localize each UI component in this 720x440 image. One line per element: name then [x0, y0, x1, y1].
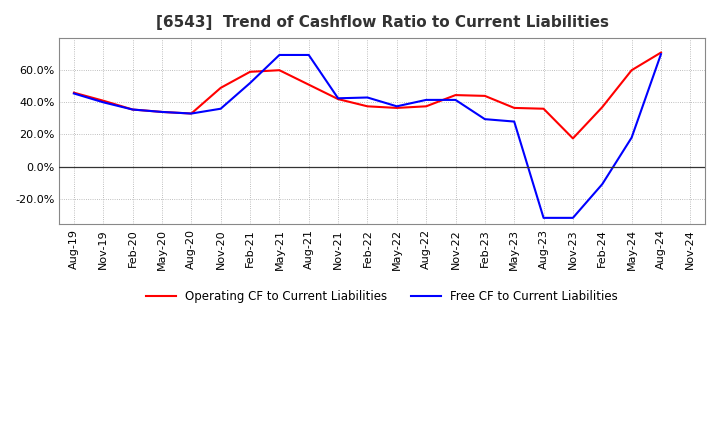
Free CF to Current Liabilities [569, 215, 577, 220]
Free CF to Current Liabilities [158, 109, 166, 114]
Free CF to Current Liabilities [70, 91, 78, 96]
Free CF to Current Liabilities [187, 111, 196, 116]
Operating CF to Current Liabilities [128, 107, 137, 112]
Free CF to Current Liabilities [334, 95, 343, 101]
Operating CF to Current Liabilities [539, 106, 548, 111]
Free CF to Current Liabilities [128, 107, 137, 112]
Free CF to Current Liabilities [627, 135, 636, 140]
Free CF to Current Liabilities [422, 97, 431, 103]
Operating CF to Current Liabilities [392, 105, 401, 110]
Operating CF to Current Liabilities [627, 68, 636, 73]
Free CF to Current Liabilities [246, 81, 254, 86]
Free CF to Current Liabilities [510, 119, 518, 124]
Operating CF to Current Liabilities [480, 93, 489, 99]
Operating CF to Current Liabilities [305, 82, 313, 87]
Free CF to Current Liabilities [657, 51, 665, 57]
Free CF to Current Liabilities [451, 97, 460, 103]
Operating CF to Current Liabilities [216, 85, 225, 91]
Operating CF to Current Liabilities [275, 68, 284, 73]
Operating CF to Current Liabilities [451, 92, 460, 98]
Free CF to Current Liabilities [539, 215, 548, 220]
Operating CF to Current Liabilities [598, 104, 606, 110]
Operating CF to Current Liabilities [422, 104, 431, 109]
Operating CF to Current Liabilities [569, 136, 577, 141]
Free CF to Current Liabilities [363, 95, 372, 100]
Operating CF to Current Liabilities [334, 96, 343, 102]
Free CF to Current Liabilities [392, 104, 401, 109]
Line: Operating CF to Current Liabilities: Operating CF to Current Liabilities [74, 52, 661, 139]
Free CF to Current Liabilities [480, 117, 489, 122]
Operating CF to Current Liabilities [187, 111, 196, 116]
Operating CF to Current Liabilities [510, 105, 518, 110]
Operating CF to Current Liabilities [657, 50, 665, 55]
Free CF to Current Liabilities [99, 100, 107, 105]
Free CF to Current Liabilities [275, 52, 284, 58]
Operating CF to Current Liabilities [158, 109, 166, 114]
Operating CF to Current Liabilities [246, 69, 254, 74]
Operating CF to Current Liabilities [363, 104, 372, 109]
Legend: Operating CF to Current Liabilities, Free CF to Current Liabilities: Operating CF to Current Liabilities, Fre… [142, 285, 623, 308]
Free CF to Current Liabilities [305, 52, 313, 58]
Operating CF to Current Liabilities [99, 98, 107, 103]
Operating CF to Current Liabilities [70, 90, 78, 95]
Free CF to Current Liabilities [598, 182, 606, 187]
Free CF to Current Liabilities [216, 106, 225, 111]
Title: [6543]  Trend of Cashflow Ratio to Current Liabilities: [6543] Trend of Cashflow Ratio to Curren… [156, 15, 608, 30]
Line: Free CF to Current Liabilities: Free CF to Current Liabilities [74, 54, 661, 218]
